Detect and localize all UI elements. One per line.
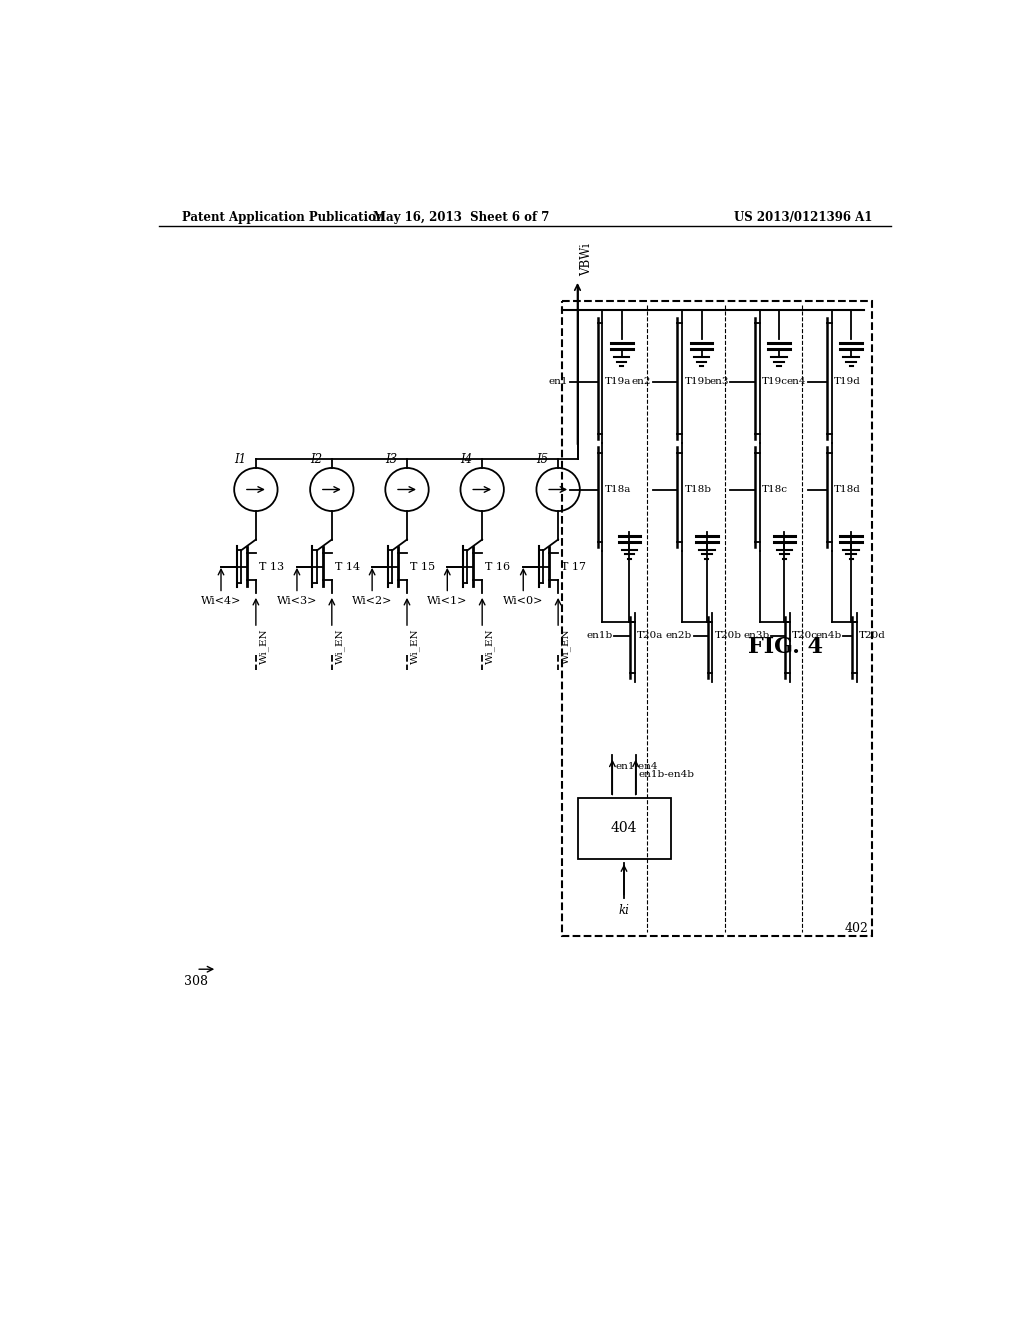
Text: 308: 308 bbox=[183, 974, 208, 987]
Text: en4b: en4b bbox=[815, 631, 842, 640]
Bar bbox=[562, 301, 872, 936]
Text: T 13: T 13 bbox=[259, 561, 284, 572]
Text: T19b: T19b bbox=[684, 378, 712, 387]
Text: I3: I3 bbox=[385, 453, 397, 466]
Text: I2: I2 bbox=[310, 453, 323, 466]
Text: FIG. 4: FIG. 4 bbox=[748, 636, 823, 657]
Text: Wi_EN: Wi_EN bbox=[561, 628, 571, 664]
Text: T19a: T19a bbox=[604, 378, 631, 387]
Text: T19d: T19d bbox=[834, 378, 861, 387]
Text: en1b: en1b bbox=[586, 631, 612, 640]
Text: en1-en4: en1-en4 bbox=[615, 762, 658, 771]
Text: T 14: T 14 bbox=[335, 561, 360, 572]
Text: T18c: T18c bbox=[762, 484, 787, 494]
Text: T 17: T 17 bbox=[561, 561, 586, 572]
Text: en2b: en2b bbox=[666, 631, 692, 640]
Text: Patent Application Publication: Patent Application Publication bbox=[182, 211, 385, 224]
Text: Wi<4>: Wi<4> bbox=[201, 595, 242, 606]
Text: Wi_EN: Wi_EN bbox=[335, 628, 345, 664]
Text: Wi_EN: Wi_EN bbox=[410, 628, 420, 664]
Text: ki: ki bbox=[618, 904, 630, 917]
Text: en1: en1 bbox=[549, 378, 568, 387]
Text: en1b-en4b: en1b-en4b bbox=[639, 770, 694, 779]
Text: 404: 404 bbox=[610, 821, 637, 836]
Text: T18d: T18d bbox=[834, 484, 861, 494]
Text: en4: en4 bbox=[786, 378, 806, 387]
Text: T20c: T20c bbox=[793, 631, 818, 640]
Text: en3: en3 bbox=[710, 378, 729, 387]
Bar bbox=[578, 797, 671, 859]
Text: en3b: en3b bbox=[743, 631, 770, 640]
Text: T 15: T 15 bbox=[410, 561, 435, 572]
Text: I5: I5 bbox=[537, 453, 549, 466]
Text: Wi_EN: Wi_EN bbox=[259, 628, 268, 664]
Text: VBWi: VBWi bbox=[581, 243, 594, 276]
Text: Wi<0>: Wi<0> bbox=[503, 595, 544, 606]
Text: Wi_EN: Wi_EN bbox=[485, 628, 495, 664]
Text: T19c: T19c bbox=[762, 378, 787, 387]
Text: 402: 402 bbox=[844, 921, 868, 935]
Text: Wi<2>: Wi<2> bbox=[352, 595, 392, 606]
Text: May 16, 2013  Sheet 6 of 7: May 16, 2013 Sheet 6 of 7 bbox=[373, 211, 550, 224]
Text: T20d: T20d bbox=[859, 631, 886, 640]
Text: US 2013/0121396 A1: US 2013/0121396 A1 bbox=[733, 211, 872, 224]
Text: I4: I4 bbox=[461, 453, 473, 466]
Text: Wi<1>: Wi<1> bbox=[427, 595, 468, 606]
Text: T20a: T20a bbox=[637, 631, 664, 640]
Text: T20b: T20b bbox=[715, 631, 741, 640]
Text: Wi<3>: Wi<3> bbox=[276, 595, 317, 606]
Text: T18b: T18b bbox=[684, 484, 712, 494]
Text: T 16: T 16 bbox=[485, 561, 510, 572]
Text: I1: I1 bbox=[234, 453, 247, 466]
Text: en2: en2 bbox=[632, 378, 651, 387]
Text: T18a: T18a bbox=[604, 484, 631, 494]
